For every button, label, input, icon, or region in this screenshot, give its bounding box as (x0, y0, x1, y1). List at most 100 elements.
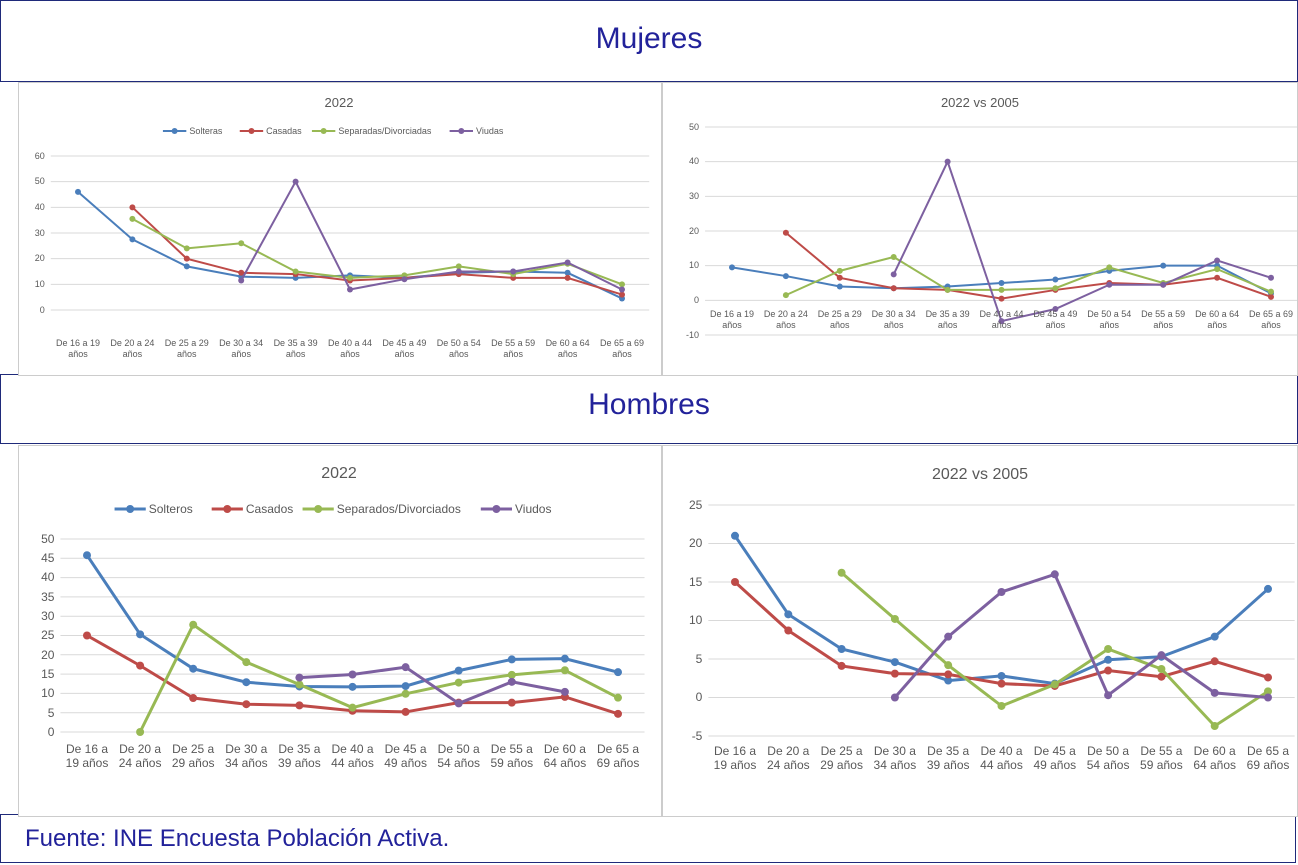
data-point (1268, 274, 1274, 281)
chart: 2022 0 5 10 15 20 25 30 35 40 45 50 De 16 a 19 años D… (18, 445, 662, 817)
data-point (998, 295, 1005, 302)
x-tick-label: De 65 a 69 años (596, 742, 640, 771)
data-point (189, 694, 198, 703)
data-point (782, 273, 789, 280)
data-point (837, 644, 846, 653)
chart: 2022 0 10 20 30 40 50 60 De 16 a 19 años De 20 a … (18, 82, 662, 376)
legend-label: Viudas (476, 125, 504, 136)
y-tick-label: 15 (41, 666, 55, 681)
data-point (183, 255, 190, 262)
data-point (890, 658, 899, 667)
y-tick-label: 35 (41, 589, 55, 604)
data-point (238, 240, 245, 247)
data-point (944, 670, 953, 679)
x-tick-label: De 16 a 19 años (55, 338, 101, 359)
data-point (1050, 680, 1059, 689)
x-tick-label: De 35 a 39 años (925, 309, 970, 330)
section-header: Hombres (0, 374, 1298, 444)
data-point (1104, 691, 1113, 700)
data-point (1052, 276, 1059, 283)
y-tick-label: 30 (689, 190, 700, 201)
data-point (944, 286, 951, 293)
x-tick-label: De 35 a 39 años (273, 338, 318, 359)
data-point (1264, 673, 1272, 682)
data-point (944, 632, 953, 641)
data-point (890, 254, 897, 260)
x-tick-label: De 60 a 64 años (545, 338, 590, 359)
data-point (944, 676, 953, 685)
y-tick-label: 20 (34, 253, 45, 264)
legend-swatch (171, 128, 178, 134)
series-line (785, 255, 1272, 297)
x-tick-label: De 25 a 29 años (171, 742, 215, 771)
data-point (1157, 672, 1166, 681)
y-tick-label: 40 (34, 201, 45, 212)
data-point (564, 269, 571, 276)
data-point (295, 680, 304, 689)
data-point (614, 709, 622, 718)
data-point (890, 693, 899, 702)
data-point (560, 666, 569, 675)
legend-label: Solteras (189, 125, 223, 136)
x-tick-label: De 60 a 64 años (1195, 309, 1240, 330)
data-point (998, 286, 1005, 293)
x-tick-label: De 50 a 54 años (437, 742, 481, 771)
data-point (348, 703, 357, 712)
x-tick-label: De 50 a 54 años (436, 338, 481, 359)
plot (50, 128, 650, 311)
series-line (85, 554, 619, 689)
data-point (1106, 264, 1113, 271)
y-tick-label: 20 (41, 647, 55, 662)
chart: 2022 vs 2005 -5 0 5 10 15 20 25 De 16 a 19 años D… (662, 445, 1298, 817)
data-point (83, 631, 91, 640)
y-tick-label: 30 (34, 227, 45, 238)
data-point (401, 663, 410, 672)
series-line (733, 534, 1270, 686)
x-tick-label: De 50 a 54 años (1087, 309, 1132, 330)
data-point (1157, 651, 1166, 660)
x-tick-label: De 60 a 64 años (543, 742, 587, 771)
x-tick-label: De 55 a 59 años (490, 742, 534, 771)
data-point (136, 728, 145, 736)
data-point (238, 277, 245, 284)
data-point (1264, 584, 1272, 593)
y-tick-label: 30 (41, 609, 55, 623)
data-point (183, 263, 190, 270)
legend-swatch (492, 505, 501, 513)
data-point (507, 677, 516, 686)
plot (708, 504, 1295, 737)
y-tick-label: 5 (695, 651, 703, 666)
data-point (564, 259, 571, 266)
data-point (129, 236, 136, 243)
data-point (189, 664, 198, 673)
y-tick-label: 0 (694, 294, 700, 305)
data-point (784, 626, 793, 635)
x-tick-label: De 40 a 44 años (980, 744, 1023, 773)
x-tick-label: De 65 a 69 años (1248, 309, 1294, 330)
data-point (1214, 274, 1221, 281)
y-tick-label: 25 (689, 497, 703, 512)
data-point (997, 679, 1006, 688)
y-tick-label: 5 (47, 705, 55, 720)
data-point (454, 699, 463, 708)
series-line (892, 159, 1272, 323)
x-tick-label: De 25 a 29 años (817, 309, 862, 330)
data-point (1050, 570, 1059, 579)
data-point (1264, 693, 1272, 702)
data-point (1157, 665, 1166, 674)
y-tick-label: -5 (691, 728, 703, 743)
y-tick-label: 25 (41, 628, 55, 643)
data-point (1210, 657, 1219, 666)
plot (705, 126, 1297, 336)
data-point (507, 670, 516, 679)
x-tick-label: De 30 a 34 años (224, 742, 268, 771)
x-tick-label: De 25 a 29 años (164, 338, 209, 359)
data-point (189, 620, 198, 629)
data-point (1052, 306, 1059, 312)
data-point (129, 204, 136, 211)
data-point (1214, 257, 1221, 264)
data-point (401, 682, 410, 691)
data-point (997, 588, 1006, 597)
legend-swatch (320, 128, 327, 134)
y-tick-label: 50 (689, 121, 700, 132)
